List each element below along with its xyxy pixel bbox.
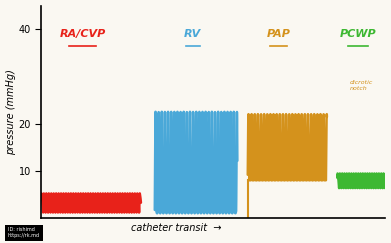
Text: dicrotic
notch: dicrotic notch (349, 80, 373, 91)
Y-axis label: pressure (mmHg): pressure (mmHg) (5, 69, 16, 155)
Text: diastolic
step-up: diastolic step-up (273, 142, 299, 153)
Text: catheter transit  →: catheter transit → (131, 223, 221, 233)
Text: RA/CVP: RA/CVP (59, 29, 106, 39)
Text: PCWP: PCWP (340, 29, 376, 39)
Text: ID: rishimd
https://rk.md: ID: rishimd https://rk.md (8, 227, 40, 238)
Text: RV: RV (184, 29, 201, 39)
Text: PAP: PAP (267, 29, 291, 39)
